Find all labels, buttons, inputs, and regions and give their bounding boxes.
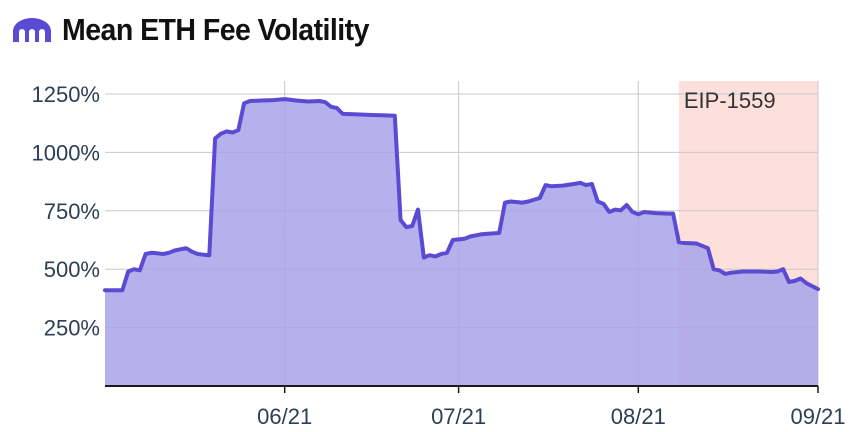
brand-logo-icon [13,18,51,42]
chart-title: Mean ETH Fee Volatility [62,12,369,47]
series-area [105,99,818,386]
x-tick-label: 06/21 [257,404,312,429]
y-tick-label: 1000% [31,140,100,165]
y-tick-label: 500% [44,257,100,282]
x-tick-label: 08/21 [611,404,666,429]
chart-header: Mean ETH Fee Volatility [12,8,396,52]
x-tick-label: 07/21 [431,404,486,429]
eip-1559-label: EIP-1559 [684,88,776,113]
y-tick-label: 250% [44,316,100,341]
y-tick-label: 1250% [31,82,100,107]
x-tick-label: 09/21 [790,404,845,429]
series-line [103,97,820,293]
y-tick-label: 750% [44,199,100,224]
